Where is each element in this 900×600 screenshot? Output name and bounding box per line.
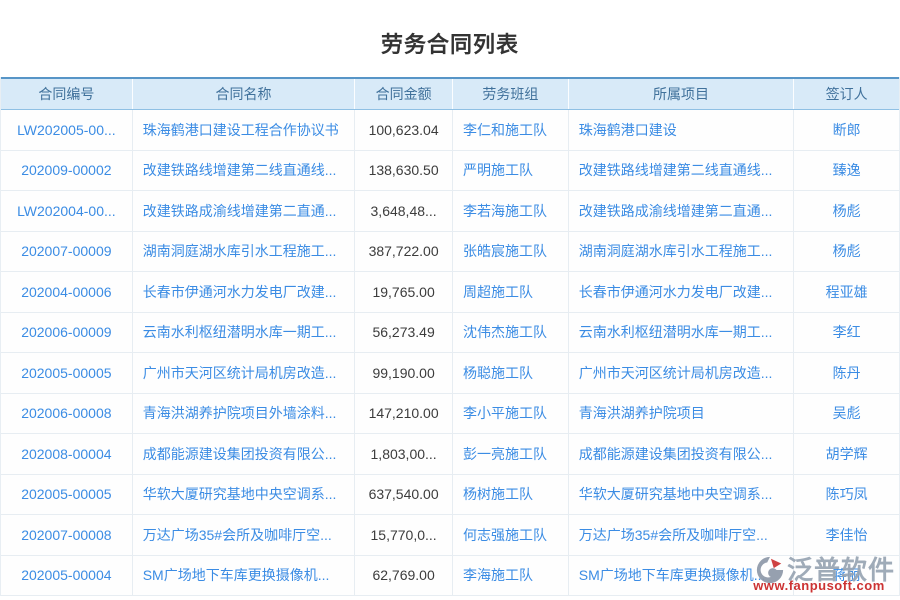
cell-contract_no[interactable]: 202007-00009 xyxy=(1,231,133,271)
cell-contract_name[interactable]: 珠海鹤港口建设工程合作协议书 xyxy=(133,110,356,150)
cell-contract_name[interactable]: 广州市天河区统计局机房改造... xyxy=(133,353,356,393)
table-row: LW202005-00... 珠海鹤港口建设工程合作协议书 100,623.04 李仁… xyxy=(1,110,899,151)
cell-amount: 1,803,00... xyxy=(355,434,453,474)
cell-contract_no[interactable]: 202005-00004 xyxy=(1,555,133,595)
cell-contract_name[interactable]: 青海洪湖养护院项目外墙涂料... xyxy=(133,393,356,433)
cell-project[interactable]: 云南水利枢纽潜明水库一期工... xyxy=(569,312,795,352)
cell-contract_name[interactable]: 改建铁路成渝线增建第二直通... xyxy=(133,191,356,231)
cell-contract_name[interactable]: 成都能源建设集团投资有限公... xyxy=(133,434,356,474)
cell-team[interactable]: 周超施工队 xyxy=(453,272,569,312)
cell-contract_no[interactable]: 202005-00005 xyxy=(1,474,133,514)
cell-team[interactable]: 杨聪施工队 xyxy=(453,353,569,393)
cell-team[interactable]: 李海施工队 xyxy=(453,555,569,595)
column-header-amount: 合同金额 xyxy=(355,79,453,109)
cell-signer[interactable]: 臻逸 xyxy=(832,162,861,179)
cell-team[interactable]: 彭一亮施工队 xyxy=(453,434,569,474)
cell-contract_name[interactable]: 改建铁路线增建第二线直通线... xyxy=(133,150,356,190)
cell-amount: 99,190.00 xyxy=(355,353,453,393)
cell-signer[interactable]: 李佳怡 xyxy=(825,526,868,543)
cell-team[interactable]: 严明施工队 xyxy=(453,150,569,190)
table-row: 202005-00005 广州市天河区统计局机房改造... 99,190.00 杨聪施… xyxy=(1,353,899,394)
cell-contract_no[interactable]: 202004-00006 xyxy=(1,272,133,312)
cell-amount: 3,648,48... xyxy=(355,191,453,231)
table-row: 202007-00008 万达广场35#会所及咖啡厅空... 15,770,0...… xyxy=(1,515,899,556)
cell-signer[interactable]: 李红 xyxy=(832,324,861,341)
cell-project[interactable]: 珠海鹤港口建设 xyxy=(569,110,795,150)
column-header-signer: 签订人 xyxy=(825,86,868,102)
cell-signer[interactable]: 杨彪 xyxy=(832,202,861,219)
table-row: 202008-00004 成都能源建设集团投资有限公... 1,803,00... 彭… xyxy=(1,434,899,475)
cell-team[interactable]: 张皓宸施工队 xyxy=(453,231,569,271)
cell-signer[interactable]: 杨彪 xyxy=(832,243,861,260)
column-header-team: 劳务班组 xyxy=(453,79,569,109)
cell-team[interactable]: 何志强施工队 xyxy=(453,515,569,555)
cell-contract_no[interactable]: 202007-00008 xyxy=(1,515,133,555)
table-row: 202005-00005 华软大厦研究基地中央空调系... 637,540.00 杨树… xyxy=(1,474,899,515)
cell-team[interactable]: 李小平施工队 xyxy=(453,393,569,433)
cell-team[interactable]: 沈伟杰施工队 xyxy=(453,312,569,352)
cell-amount: 100,623.04 xyxy=(355,110,453,150)
cell-team[interactable]: 杨树施工队 xyxy=(453,474,569,514)
cell-project[interactable]: SM广场地下车库更换摄像机... xyxy=(569,555,795,595)
cell-contract_no[interactable]: LW202004-00... xyxy=(1,191,133,231)
cell-contract_no[interactable]: 202009-00002 xyxy=(1,150,133,190)
cell-amount: 147,210.00 xyxy=(355,393,453,433)
cell-project[interactable]: 长春市伊通河水力发电厂改建... xyxy=(569,272,795,312)
cell-contract_name[interactable]: 华软大厦研究基地中央空调系... xyxy=(133,474,356,514)
cell-team[interactable]: 李仁和施工队 xyxy=(453,110,569,150)
table-row: 202004-00006 长春市伊通河水力发电厂改建... 19,765.00 周超施… xyxy=(1,272,899,313)
table-row: 202007-00009 湖南洞庭湖水库引水工程施工... 387,722.00 张皓… xyxy=(1,231,899,272)
cell-team[interactable]: 李若海施工队 xyxy=(453,191,569,231)
cell-signer[interactable]: 陈巧凤 xyxy=(825,486,868,503)
cell-project[interactable]: 广州市天河区统计局机房改造... xyxy=(569,353,795,393)
column-header-contract_name: 合同名称 xyxy=(133,79,356,109)
cell-contract_name[interactable]: 云南水利枢纽潜明水库一期工... xyxy=(133,312,356,352)
table-body: LW202005-00... 珠海鹤港口建设工程合作协议书 100,623.04 李仁… xyxy=(1,110,899,596)
column-header-contract_no: 合同编号 xyxy=(1,79,133,109)
cell-amount: 56,273.49 xyxy=(355,312,453,352)
cell-contract_name[interactable]: 万达广场35#会所及咖啡厅空... xyxy=(133,515,356,555)
cell-contract_no[interactable]: 202006-00008 xyxy=(1,393,133,433)
cell-amount: 138,630.50 xyxy=(355,150,453,190)
table-row: 202006-00008 青海洪湖养护院项目外墙涂料... 147,210.00 李小… xyxy=(1,393,899,434)
cell-contract_name[interactable]: SM广场地下车库更换摄像机... xyxy=(133,555,356,595)
cell-signer[interactable]: 陈丹 xyxy=(832,364,861,381)
table-row: 202006-00009 云南水利枢纽潜明水库一期工... 56,273.49 沈伟杰… xyxy=(1,312,899,353)
table-row: 202009-00002 改建铁路线增建第二线直通线... 138,630.50 严明… xyxy=(1,150,899,191)
table-row: 202005-00004 SM广场地下车库更换摄像机... 62,769.00 李海施… xyxy=(1,555,899,596)
cell-project[interactable]: 改建铁路线增建第二线直通线... xyxy=(569,150,795,190)
cell-contract_no[interactable]: LW202005-00... xyxy=(1,110,133,150)
cell-amount: 19,765.00 xyxy=(355,272,453,312)
cell-project[interactable]: 改建铁路成渝线增建第二直通... xyxy=(569,191,795,231)
cell-signer[interactable]: 蒋丽 xyxy=(832,567,861,584)
cell-amount: 387,722.00 xyxy=(355,231,453,271)
cell-amount: 62,769.00 xyxy=(355,555,453,595)
column-header-project: 所属项目 xyxy=(569,79,795,109)
table-row: LW202004-00... 改建铁路成渝线增建第二直通... 3,648,48..… xyxy=(1,191,899,232)
page-title: 劳务合同列表 xyxy=(380,32,519,57)
cell-signer[interactable]: 吴彪 xyxy=(832,405,861,422)
cell-contract_name[interactable]: 湖南洞庭湖水库引水工程施工... xyxy=(133,231,356,271)
table-header-row: 合同编号 合同名称 合同金额 劳务班组 所属项目 签订人 xyxy=(1,77,899,110)
cell-project[interactable]: 成都能源建设集团投资有限公... xyxy=(569,434,795,474)
cell-project[interactable]: 万达广场35#会所及咖啡厅空... xyxy=(569,515,795,555)
contract-table: 合同编号 合同名称 合同金额 劳务班组 所属项目 签订人 LW202005-00... 珠海… xyxy=(0,77,900,596)
cell-contract_no[interactable]: 202005-00005 xyxy=(1,353,133,393)
cell-project[interactable]: 湖南洞庭湖水库引水工程施工... xyxy=(569,231,795,271)
cell-amount: 637,540.00 xyxy=(355,474,453,514)
cell-project[interactable]: 青海洪湖养护院项目 xyxy=(569,393,795,433)
cell-project[interactable]: 华软大厦研究基地中央空调系... xyxy=(569,474,795,514)
cell-contract_name[interactable]: 长春市伊通河水力发电厂改建... xyxy=(133,272,356,312)
cell-signer[interactable]: 断郎 xyxy=(832,121,861,138)
cell-contract_no[interactable]: 202006-00009 xyxy=(1,312,133,352)
cell-amount: 15,770,0... xyxy=(355,515,453,555)
cell-signer[interactable]: 胡学辉 xyxy=(825,445,868,462)
cell-contract_no[interactable]: 202008-00004 xyxy=(1,434,133,474)
cell-signer[interactable]: 程亚雄 xyxy=(825,283,868,300)
